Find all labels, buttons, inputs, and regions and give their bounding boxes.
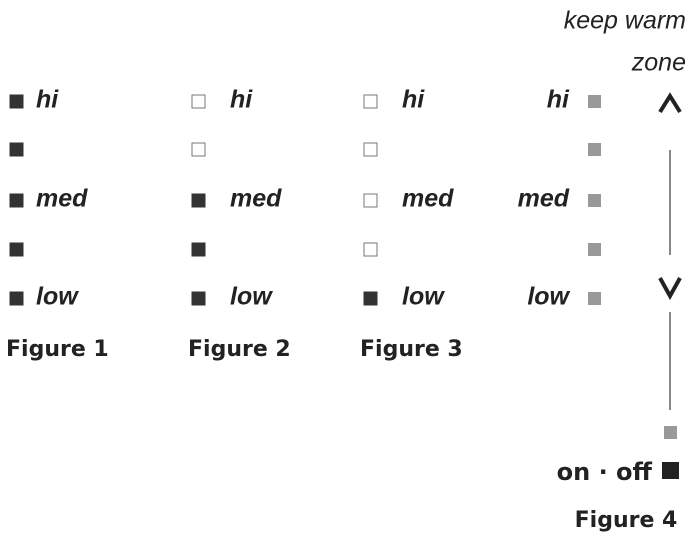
power-button[interactable] — [662, 462, 679, 479]
level-label: med — [36, 185, 88, 213]
level-label: med — [402, 185, 454, 213]
zone-label: keep warm — [564, 7, 686, 35]
level-label: hi — [547, 86, 570, 114]
level-label: hi — [230, 86, 253, 114]
indicator-on — [363, 291, 378, 306]
level-label: med — [230, 185, 282, 213]
indicator-on — [191, 193, 206, 208]
level-label: med — [518, 185, 570, 213]
figure-caption: Figure 2 — [188, 337, 291, 362]
indicator-off — [363, 94, 378, 109]
off-indicator — [664, 426, 677, 439]
indicator — [588, 243, 601, 256]
indicator-off — [363, 142, 378, 157]
indicator-off — [191, 94, 206, 109]
down-arrow — [658, 277, 682, 301]
indicator-on — [9, 94, 24, 109]
indicator — [588, 194, 601, 207]
level-label: low — [230, 283, 273, 311]
indicator-on — [191, 242, 206, 257]
up-arrow — [658, 92, 682, 114]
indicator-on — [9, 242, 24, 257]
indicator-off — [363, 242, 378, 257]
power-label: on · off — [557, 458, 653, 486]
indicator-on — [191, 291, 206, 306]
figure-caption: Figure 3 — [360, 337, 463, 362]
indicator-on — [9, 291, 24, 306]
indicator-on — [9, 142, 24, 157]
zone-label: zone — [631, 49, 686, 77]
level-label: low — [527, 283, 570, 311]
indicator — [588, 292, 601, 305]
level-label: low — [402, 283, 445, 311]
figure-caption: Figure 4 — [575, 508, 678, 533]
indicator — [588, 95, 601, 108]
level-label: hi — [36, 86, 59, 114]
figure-caption: Figure 1 — [6, 337, 109, 362]
indicator-off — [191, 142, 206, 157]
level-label: hi — [402, 86, 425, 114]
indicator — [588, 143, 601, 156]
indicator-on — [9, 193, 24, 208]
level-label: low — [36, 283, 79, 311]
indicator-off — [363, 193, 378, 208]
